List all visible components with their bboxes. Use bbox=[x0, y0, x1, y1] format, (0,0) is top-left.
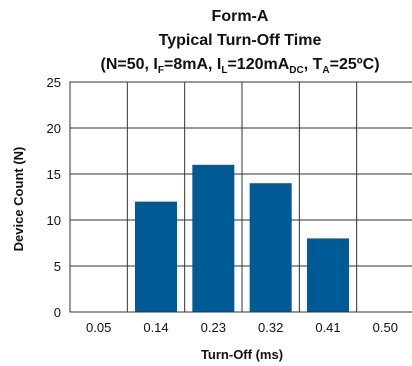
y-tick-label: 15 bbox=[47, 167, 61, 182]
plot-frame bbox=[69, 81, 412, 313]
y-tick-label: 20 bbox=[47, 121, 61, 136]
y-tick-label: 25 bbox=[47, 75, 61, 90]
x-tick-label: 0.14 bbox=[143, 320, 168, 335]
y-axis-label: Device Count (N) bbox=[11, 147, 26, 252]
x-axis-label: Turn-Off (ms) bbox=[201, 347, 283, 362]
y-tick-label: 0 bbox=[54, 305, 61, 320]
bar bbox=[249, 183, 292, 312]
y-tick-label: 5 bbox=[54, 259, 61, 274]
x-tick-label: 0.05 bbox=[86, 320, 111, 335]
chart-subtitle: Typical Turn-Off Time bbox=[159, 32, 322, 49]
grid bbox=[70, 81, 412, 313]
x-tick-label: 0.32 bbox=[258, 320, 283, 335]
x-tick-label: 0.50 bbox=[373, 320, 398, 335]
chart-title: Form-A bbox=[212, 8, 269, 25]
chart-conditions: (N=50, IF=8mA, IL=120mADC, TA=25ºC) bbox=[100, 56, 379, 76]
y-tick-label: 10 bbox=[47, 213, 61, 228]
bar bbox=[307, 238, 349, 312]
bar bbox=[135, 201, 177, 312]
x-tick-label: 0.23 bbox=[201, 320, 226, 335]
x-tick-label: 0.41 bbox=[315, 320, 340, 335]
bar bbox=[192, 164, 235, 312]
y-tick-labels: 0 5 10 15 20 25 bbox=[47, 75, 61, 320]
bars bbox=[135, 164, 349, 312]
x-tick-labels: 0.05 0.14 0.23 0.32 0.41 0.50 bbox=[86, 320, 398, 335]
